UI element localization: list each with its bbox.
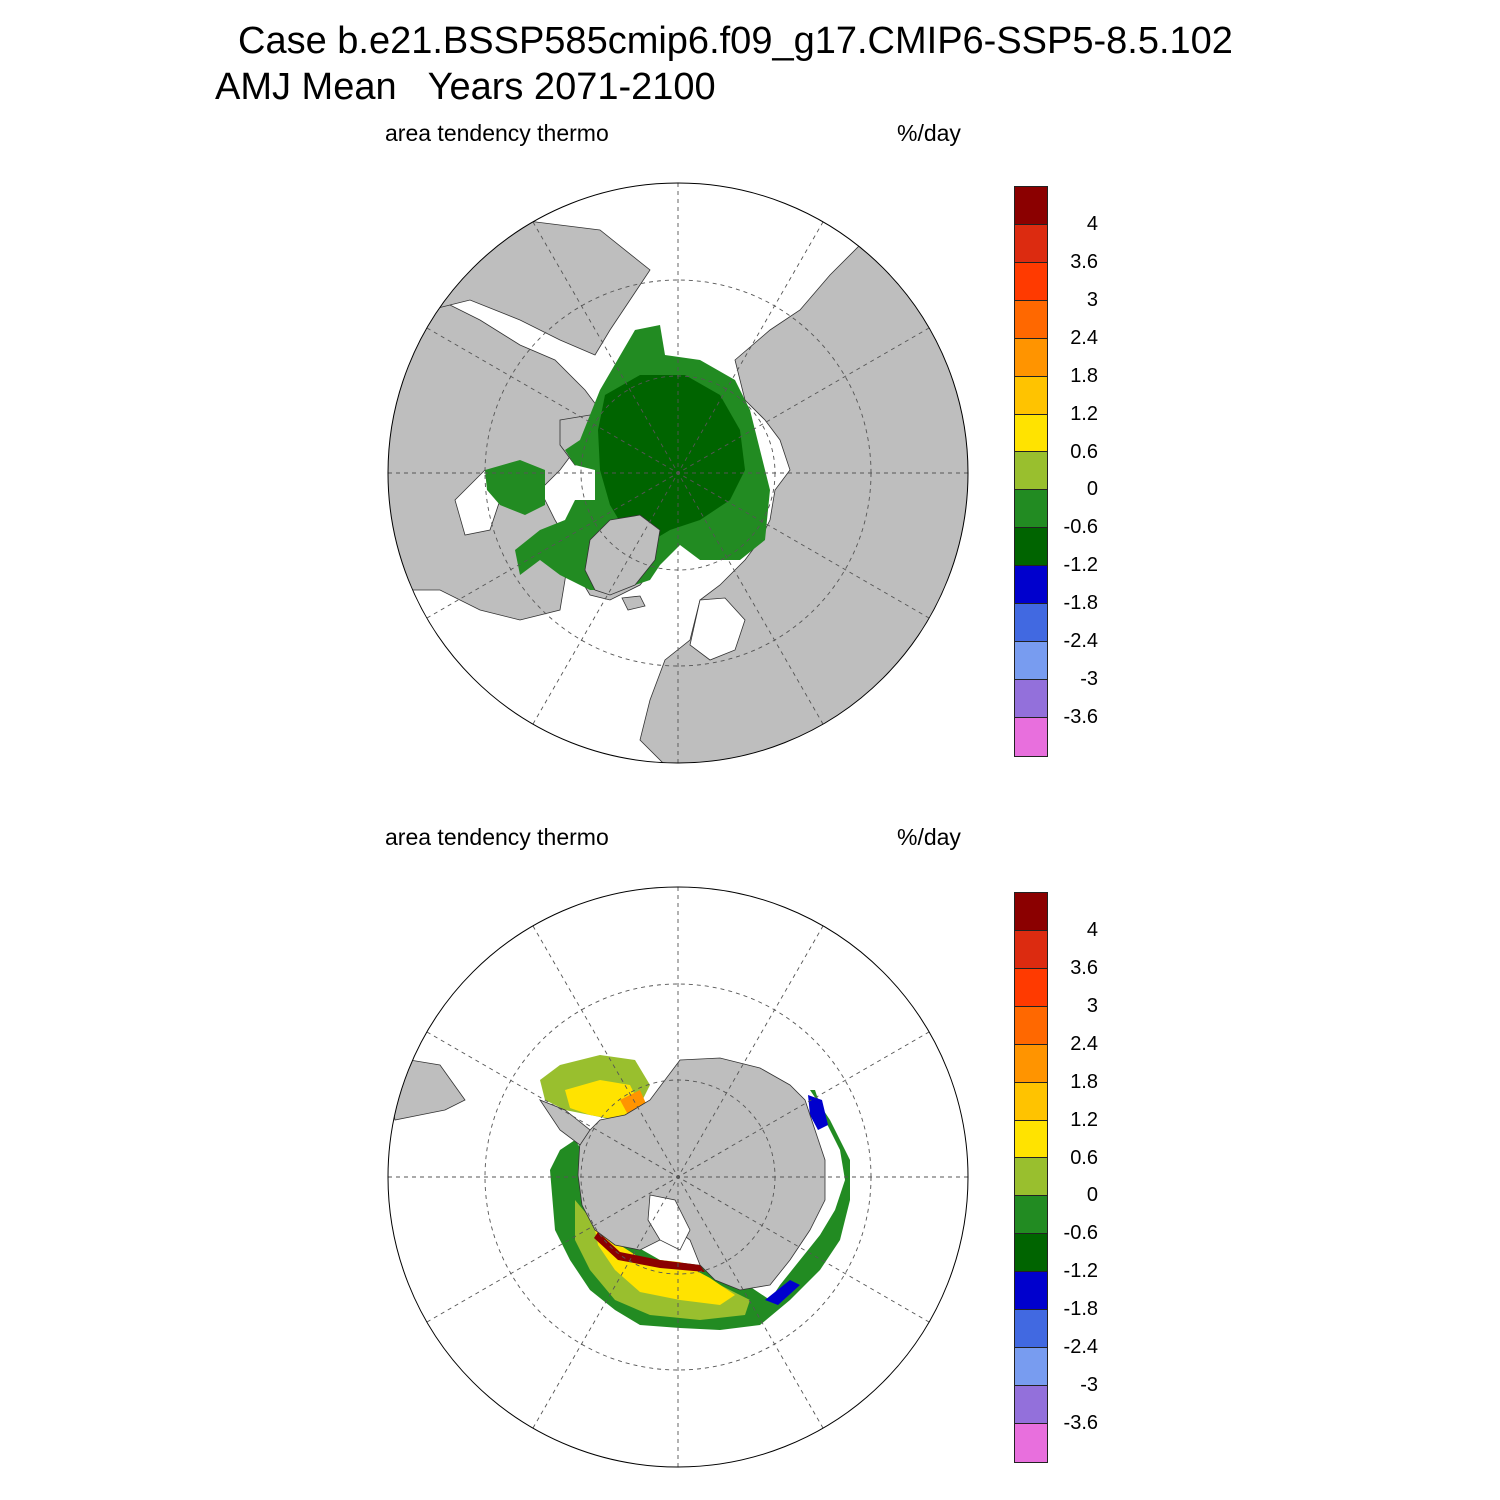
north-colorbar-swatch	[1015, 566, 1047, 605]
north-colorbar-swatch	[1015, 642, 1047, 680]
south-colorbar-swatch	[1015, 1082, 1047, 1121]
south-colorbar-swatch	[1015, 1310, 1047, 1349]
north-colorbar-tick-label: -1.2	[1063, 554, 1098, 577]
south-colorbar-tick-label: -3	[1080, 1374, 1098, 1397]
north-colorbar-swatch	[1015, 338, 1047, 377]
north-colorbar	[1014, 186, 1048, 757]
north-colorbar-tick-label: 0	[1086, 478, 1098, 501]
north-colorbar-tick-label: -0.6	[1063, 516, 1098, 539]
north-colorbar-tick-label: -2.4	[1063, 630, 1098, 653]
north-colorbar-swatch	[1015, 262, 1047, 301]
south-colorbar-tick-label: 1.2	[1070, 1108, 1098, 1131]
south-colorbar-tick-label: 0	[1086, 1184, 1098, 1207]
south-colorbar-swatch	[1015, 1196, 1047, 1235]
north-colorbar-tick-label: 3.6	[1070, 250, 1098, 273]
north-colorbar-swatch	[1015, 414, 1047, 453]
figure-title-case: Case b.e21.BSSP585cmip6.f09_g17.CMIP6-SS…	[238, 20, 1233, 62]
south-colorbar-tick-label: -3.6	[1063, 1412, 1098, 1435]
north-colorbar-tick-label: 0.6	[1070, 440, 1098, 463]
north-polar-map	[387, 182, 969, 764]
north-colorbar-tick-label: 4	[1086, 212, 1098, 235]
south-ice-blue-southeast	[765, 1280, 800, 1305]
south-colorbar-tick-label: 0.6	[1070, 1146, 1098, 1169]
south-colorbar-tick-label: -2.4	[1063, 1336, 1098, 1359]
south-colorbar-tick-label: -0.6	[1063, 1222, 1098, 1245]
south-colorbar-tick-label: 4	[1086, 918, 1098, 941]
south-colorbar-swatch	[1015, 1044, 1047, 1083]
south-variable-label: area tendency thermo	[385, 824, 609, 850]
north-colorbar-tick-label: 1.8	[1070, 364, 1098, 387]
south-colorbar-swatch	[1015, 1385, 1047, 1424]
north-colorbar-swatch	[1015, 224, 1047, 263]
north-colorbar-swatch	[1015, 717, 1047, 756]
south-colorbar-labels: 4 3.6 3 2.4 1.8 1.2 0.6 0 -0.6 -1.2 -1.8 -2.4 -3 -3.6	[1058, 892, 1118, 1463]
north-units-label: %/day	[897, 120, 961, 146]
north-colorbar-tick-label: -3.6	[1063, 706, 1098, 729]
north-variable-label: area tendency thermo	[385, 120, 609, 146]
south-ice-blue-east	[808, 1095, 828, 1130]
north-colorbar-tick-label: 3	[1086, 288, 1098, 311]
north-colorbar-swatch	[1015, 452, 1047, 491]
north-colorbar-labels: 4 3.6 3 2.4 1.8 1.2 0.6 0 -0.6 -1.2 -1.8 -2.4 -3 -3.6	[1058, 186, 1118, 757]
south-colorbar-swatch	[1015, 1120, 1047, 1159]
north-colorbar-tick-label: -3	[1080, 668, 1098, 691]
south-colorbar-tick-label: 1.8	[1070, 1070, 1098, 1093]
south-colorbar-tick-label: 3	[1086, 994, 1098, 1017]
south-colorbar-swatch	[1015, 1234, 1047, 1273]
south-colorbar-tick-label: 2.4	[1070, 1032, 1098, 1055]
south-colorbar-tick-label: -1.8	[1063, 1298, 1098, 1321]
north-ice-core	[598, 375, 745, 545]
north-colorbar-swatch	[1015, 604, 1047, 643]
south-colorbar-swatch	[1015, 1272, 1047, 1311]
south-land-south-america	[388, 1059, 466, 1121]
south-colorbar-swatch	[1015, 893, 1047, 931]
south-colorbar-swatch	[1015, 1006, 1047, 1045]
south-colorbar-swatch	[1015, 1348, 1047, 1386]
south-units-label: %/day	[897, 824, 961, 850]
north-ice-hudson	[485, 460, 545, 515]
north-colorbar-swatch	[1015, 490, 1047, 529]
north-colorbar-swatch	[1015, 528, 1047, 567]
south-colorbar	[1014, 892, 1048, 1463]
north-colorbar-swatch	[1015, 187, 1047, 225]
south-ice-ross-yellow	[590, 1205, 735, 1305]
figure-title-period: AMJ Mean Years 2071-2100	[215, 66, 716, 108]
north-colorbar-swatch	[1015, 300, 1047, 339]
south-colorbar-tick-label: -1.2	[1063, 1260, 1098, 1283]
north-colorbar-swatch	[1015, 376, 1047, 415]
south-colorbar-tick-label: 3.6	[1070, 956, 1098, 979]
south-land-antarctica	[577, 1057, 826, 1291]
north-colorbar-tick-label: 2.4	[1070, 326, 1098, 349]
south-colorbar-swatch	[1015, 1158, 1047, 1197]
north-colorbar-swatch	[1015, 679, 1047, 718]
south-colorbar-swatch	[1015, 1423, 1047, 1462]
south-colorbar-swatch	[1015, 968, 1047, 1007]
north-colorbar-tick-label: 1.2	[1070, 402, 1098, 425]
south-polar-map	[387, 886, 969, 1468]
north-colorbar-tick-label: -1.8	[1063, 592, 1098, 615]
south-colorbar-swatch	[1015, 930, 1047, 969]
